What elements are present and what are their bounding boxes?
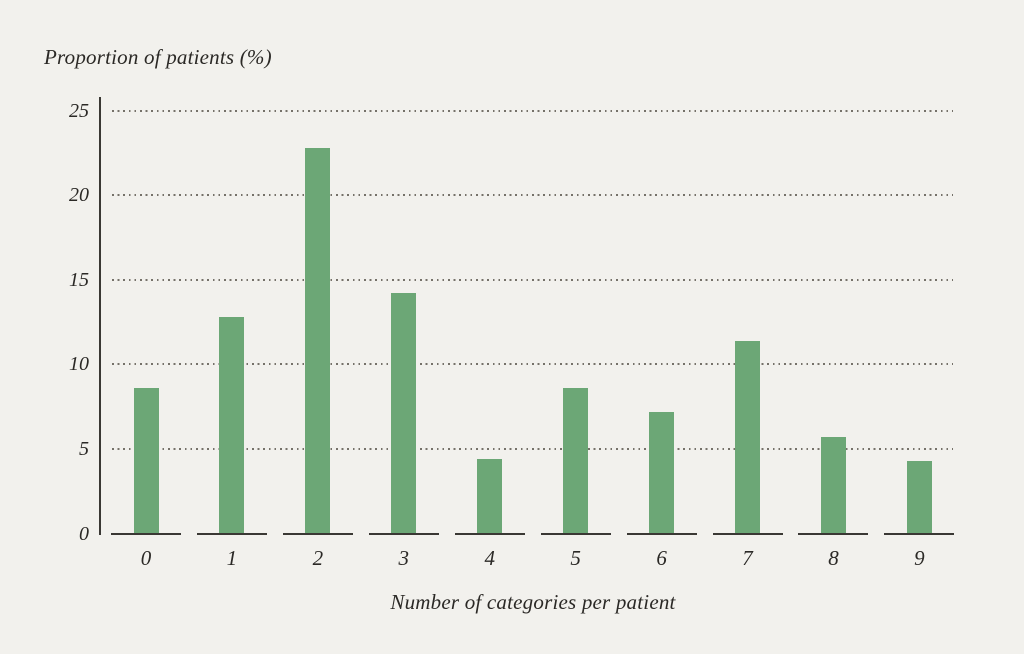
x-tick-label: 0 [140, 546, 152, 570]
bar [820, 437, 846, 534]
y-tick-label: 5 [79, 437, 89, 460]
bar [219, 316, 245, 534]
y-axis-line [98, 97, 101, 535]
x-tick-label: 4 [484, 546, 495, 570]
gridline [112, 194, 953, 197]
y-axis-title: Proportion of patients (%) [44, 45, 272, 69]
y-tick-label: 20 [69, 184, 89, 207]
bar [735, 340, 760, 534]
baseline-segment [454, 532, 525, 535]
y-tick-label: 25 [69, 99, 89, 122]
baseline-segment [196, 532, 267, 535]
baseline-segment [798, 532, 869, 535]
baseline-segment [712, 532, 783, 535]
gridline [112, 363, 953, 366]
x-tick-label: 2 [312, 546, 324, 570]
bar [305, 147, 331, 534]
bar [391, 293, 417, 534]
baseline-segment [884, 532, 955, 535]
x-tick-label: 7 [742, 546, 753, 570]
bar [906, 460, 932, 534]
baseline-segment [111, 532, 181, 535]
bar [649, 411, 675, 534]
bar [477, 459, 503, 534]
x-tick-label: 5 [570, 546, 581, 570]
x-tick-label: 9 [914, 546, 925, 570]
baseline-segment [368, 532, 439, 535]
gridline [112, 278, 953, 281]
x-tick-label: 6 [656, 546, 667, 570]
x-tick-label: 3 [398, 546, 410, 570]
y-tick-label: 0 [79, 522, 89, 545]
baseline-segment [540, 532, 611, 535]
bar [563, 387, 589, 534]
baseline-segment [626, 532, 697, 535]
x-tick-label: 1 [226, 546, 238, 570]
y-tick-label: 15 [69, 268, 89, 291]
gridline [112, 109, 953, 112]
baseline-segment [282, 532, 353, 535]
x-axis-title: Number of categories per patient [390, 590, 676, 614]
x-tick-label: 8 [828, 546, 839, 570]
y-tick-label: 10 [69, 353, 89, 376]
gridline [112, 447, 953, 450]
bar [133, 387, 159, 534]
